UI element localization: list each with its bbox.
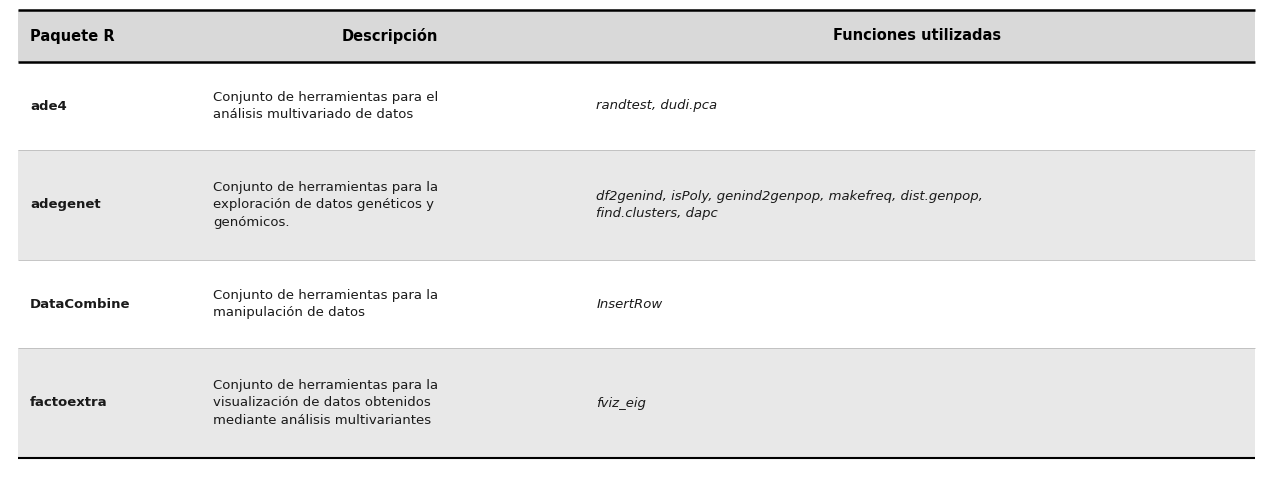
Text: mediante análisis multivariantes: mediante análisis multivariantes bbox=[213, 414, 432, 427]
Text: ade4: ade4 bbox=[31, 99, 66, 112]
Text: Conjunto de herramientas para la: Conjunto de herramientas para la bbox=[213, 289, 438, 302]
Bar bbox=[18, 260, 1255, 348]
Text: InsertRow: InsertRow bbox=[596, 297, 663, 311]
Bar bbox=[18, 348, 1255, 458]
Text: Conjunto de herramientas para el: Conjunto de herramientas para el bbox=[213, 91, 438, 104]
Text: df2genind, isPoly, genind2genpop, makefreq, dist.genpop,: df2genind, isPoly, genind2genpop, makefr… bbox=[596, 190, 983, 203]
Text: factoextra: factoextra bbox=[31, 396, 108, 410]
Text: adegenet: adegenet bbox=[31, 198, 101, 211]
Text: genómicos.: genómicos. bbox=[213, 216, 289, 229]
Bar bbox=[18, 62, 1255, 150]
Text: Conjunto de herramientas para la: Conjunto de herramientas para la bbox=[213, 379, 438, 392]
Text: exploración de datos genéticos y: exploración de datos genéticos y bbox=[213, 198, 434, 211]
Text: Conjunto de herramientas para la: Conjunto de herramientas para la bbox=[213, 181, 438, 194]
Text: DataCombine: DataCombine bbox=[31, 297, 131, 311]
Text: Paquete R: Paquete R bbox=[31, 29, 115, 43]
Text: Funciones utilizadas: Funciones utilizadas bbox=[833, 29, 1001, 43]
Bar bbox=[18, 10, 1255, 62]
Text: manipulación de datos: manipulación de datos bbox=[213, 306, 365, 319]
Text: análisis multivariado de datos: análisis multivariado de datos bbox=[213, 108, 414, 121]
Text: randtest, dudi.pca: randtest, dudi.pca bbox=[596, 99, 718, 112]
Text: visualización de datos obtenidos: visualización de datos obtenidos bbox=[213, 396, 430, 410]
Text: find.clusters, dapc: find.clusters, dapc bbox=[596, 207, 718, 220]
Bar bbox=[18, 150, 1255, 260]
Text: Descripción: Descripción bbox=[341, 28, 438, 44]
Text: fviz_eig: fviz_eig bbox=[596, 396, 647, 410]
